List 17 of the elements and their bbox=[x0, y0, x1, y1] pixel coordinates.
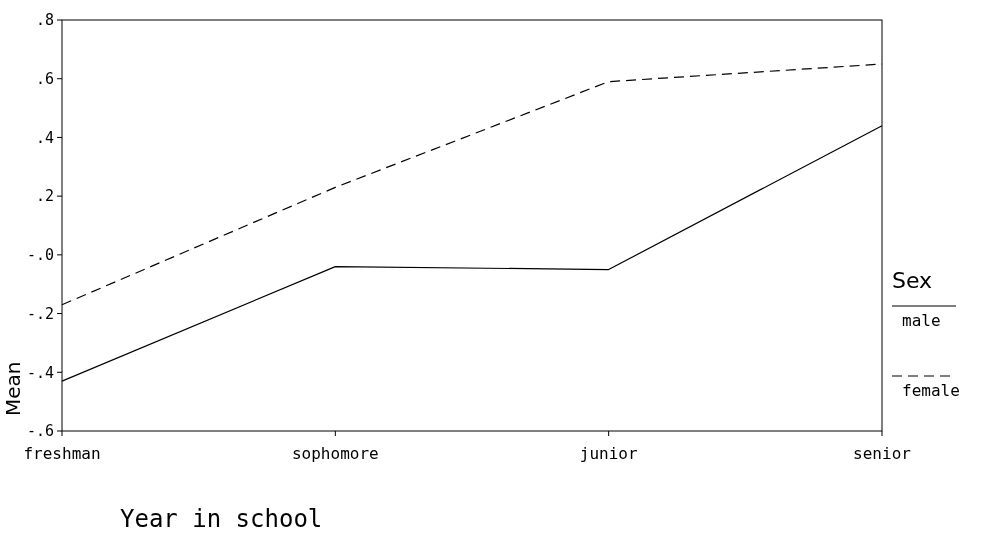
y-tick-label: -.0 bbox=[26, 246, 54, 265]
y-tick-label: .4 bbox=[35, 128, 54, 147]
x-axis-title: Year in school bbox=[120, 505, 323, 533]
legend-label: female bbox=[902, 381, 960, 400]
y-tick-label: -.4 bbox=[26, 363, 54, 382]
y-tick-label: -.2 bbox=[26, 304, 54, 323]
x-tick-label: junior bbox=[579, 444, 638, 463]
y-tick-label: .8 bbox=[35, 11, 54, 30]
x-tick-label: sophomore bbox=[291, 444, 379, 463]
x-tick-label: senior bbox=[853, 444, 912, 463]
y-axis-title: Mean bbox=[1, 361, 25, 416]
legend-title: Sex bbox=[892, 268, 933, 293]
x-tick-label: freshman bbox=[23, 444, 101, 463]
legend-label: male bbox=[902, 311, 941, 330]
y-tick-label: .2 bbox=[35, 187, 54, 206]
y-tick-label: -.6 bbox=[26, 422, 54, 441]
y-tick-label: .6 bbox=[35, 69, 54, 88]
